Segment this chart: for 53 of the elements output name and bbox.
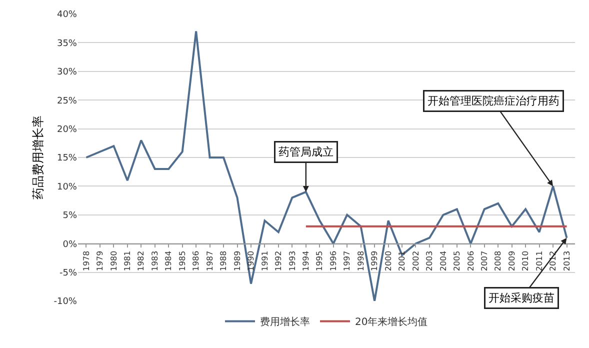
y-tick-label: -5%	[59, 268, 78, 278]
y-tick-label: 30%	[56, 68, 78, 78]
x-tick-label: 2000	[384, 250, 393, 272]
y-tick-label: 15%	[56, 154, 78, 164]
line-series	[85, 30, 568, 301]
x-tick-label: 1980	[109, 250, 118, 272]
x-tick-label: 1986	[192, 250, 201, 272]
x-tick-label: 2003	[425, 250, 434, 272]
x-tick-label: 2013	[562, 250, 572, 272]
legend-label: 20年来增长均值	[355, 316, 428, 328]
x-tick-label: 1989	[232, 250, 242, 272]
x-tick-label: 1995	[315, 250, 324, 272]
x-tick-label: 2001	[398, 250, 407, 272]
x-tick-label: 1983	[150, 250, 160, 272]
x-tick-label: 1990	[246, 250, 256, 272]
x-tick-label: 1981	[123, 250, 132, 272]
x-tick-label: 2005	[452, 250, 462, 272]
y-axis-title: 药品费用增长率	[31, 116, 46, 200]
y-tick-label: 40%	[56, 10, 78, 20]
x-tick-label: 1993	[288, 250, 297, 272]
x-tick-label: 2010	[521, 250, 530, 272]
y-tick-label: 20%	[56, 124, 78, 135]
x-tick-label: 2008	[494, 250, 503, 272]
y-tick-label: 10%	[56, 182, 78, 192]
x-tick-label: 1988	[219, 250, 228, 272]
x-tick-label: 1998	[356, 250, 366, 272]
y-tick-label: 5%	[62, 211, 78, 222]
x-tick-label: 2002	[411, 250, 420, 272]
annotation: 药管局成立	[278, 146, 334, 158]
x-tick-label: 1991	[260, 250, 270, 272]
x-tick-label: 1997	[342, 250, 352, 272]
annotation: 开始管理医院癌症治疗用药	[428, 94, 560, 108]
legend-label: 费用增长率	[260, 316, 310, 328]
x-tick-label: 1978	[82, 250, 91, 272]
x-tick-label: 2006	[466, 250, 476, 272]
x-tick-label: 1987	[205, 250, 214, 272]
x-tick-label: 1979	[96, 250, 105, 272]
x-tick-label: 2009	[507, 250, 516, 272]
y-tick-label: 0%	[62, 240, 78, 250]
x-tick-label: 1992	[274, 250, 284, 272]
annotation: 开始采购疫苗	[488, 292, 554, 304]
x-tick-label: 2011	[534, 250, 544, 272]
y-tick-label: -10%	[54, 297, 78, 308]
y-tick-label: 35%	[56, 38, 78, 49]
x-tick-label: 1994	[302, 250, 311, 272]
x-tick-label: 1982	[136, 250, 146, 272]
x-tick-label: 1996	[328, 250, 338, 272]
x-tick-label: 2004	[438, 250, 448, 272]
x-tick-label: 2007	[480, 250, 489, 272]
x-tick-label: 1985	[178, 250, 187, 272]
x-tick-label: 1984	[164, 250, 174, 272]
x-tick-label: 1999	[370, 250, 380, 272]
y-tick-label: 25%	[56, 96, 78, 106]
